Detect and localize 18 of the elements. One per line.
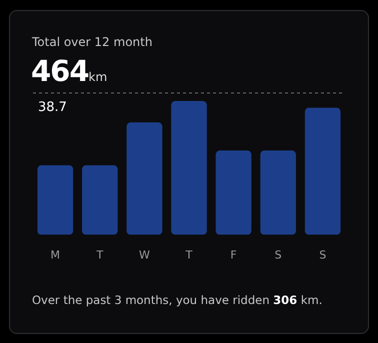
bar bbox=[171, 101, 207, 235]
x-tick-label: F bbox=[230, 248, 237, 262]
x-tick-label: S bbox=[319, 248, 326, 262]
bar bbox=[216, 150, 252, 235]
x-tick-label: W bbox=[138, 248, 150, 262]
chart-subtitle: 464km bbox=[31, 54, 108, 88]
chart-title: Total over 12 month bbox=[32, 35, 152, 49]
x-tick-label: S bbox=[274, 248, 282, 262]
x-tick-label: T bbox=[184, 248, 193, 262]
x-tick-label: M bbox=[50, 248, 60, 262]
x-tick-label: T bbox=[95, 248, 104, 262]
bar bbox=[260, 150, 296, 235]
bar bbox=[82, 165, 118, 235]
bar bbox=[304, 108, 341, 235]
text: Over the past 3 months, you have ridden 306 km. bbox=[32, 293, 322, 307]
bar bbox=[37, 165, 74, 235]
annotation: 38.7 bbox=[38, 100, 67, 115]
bar bbox=[126, 122, 162, 235]
